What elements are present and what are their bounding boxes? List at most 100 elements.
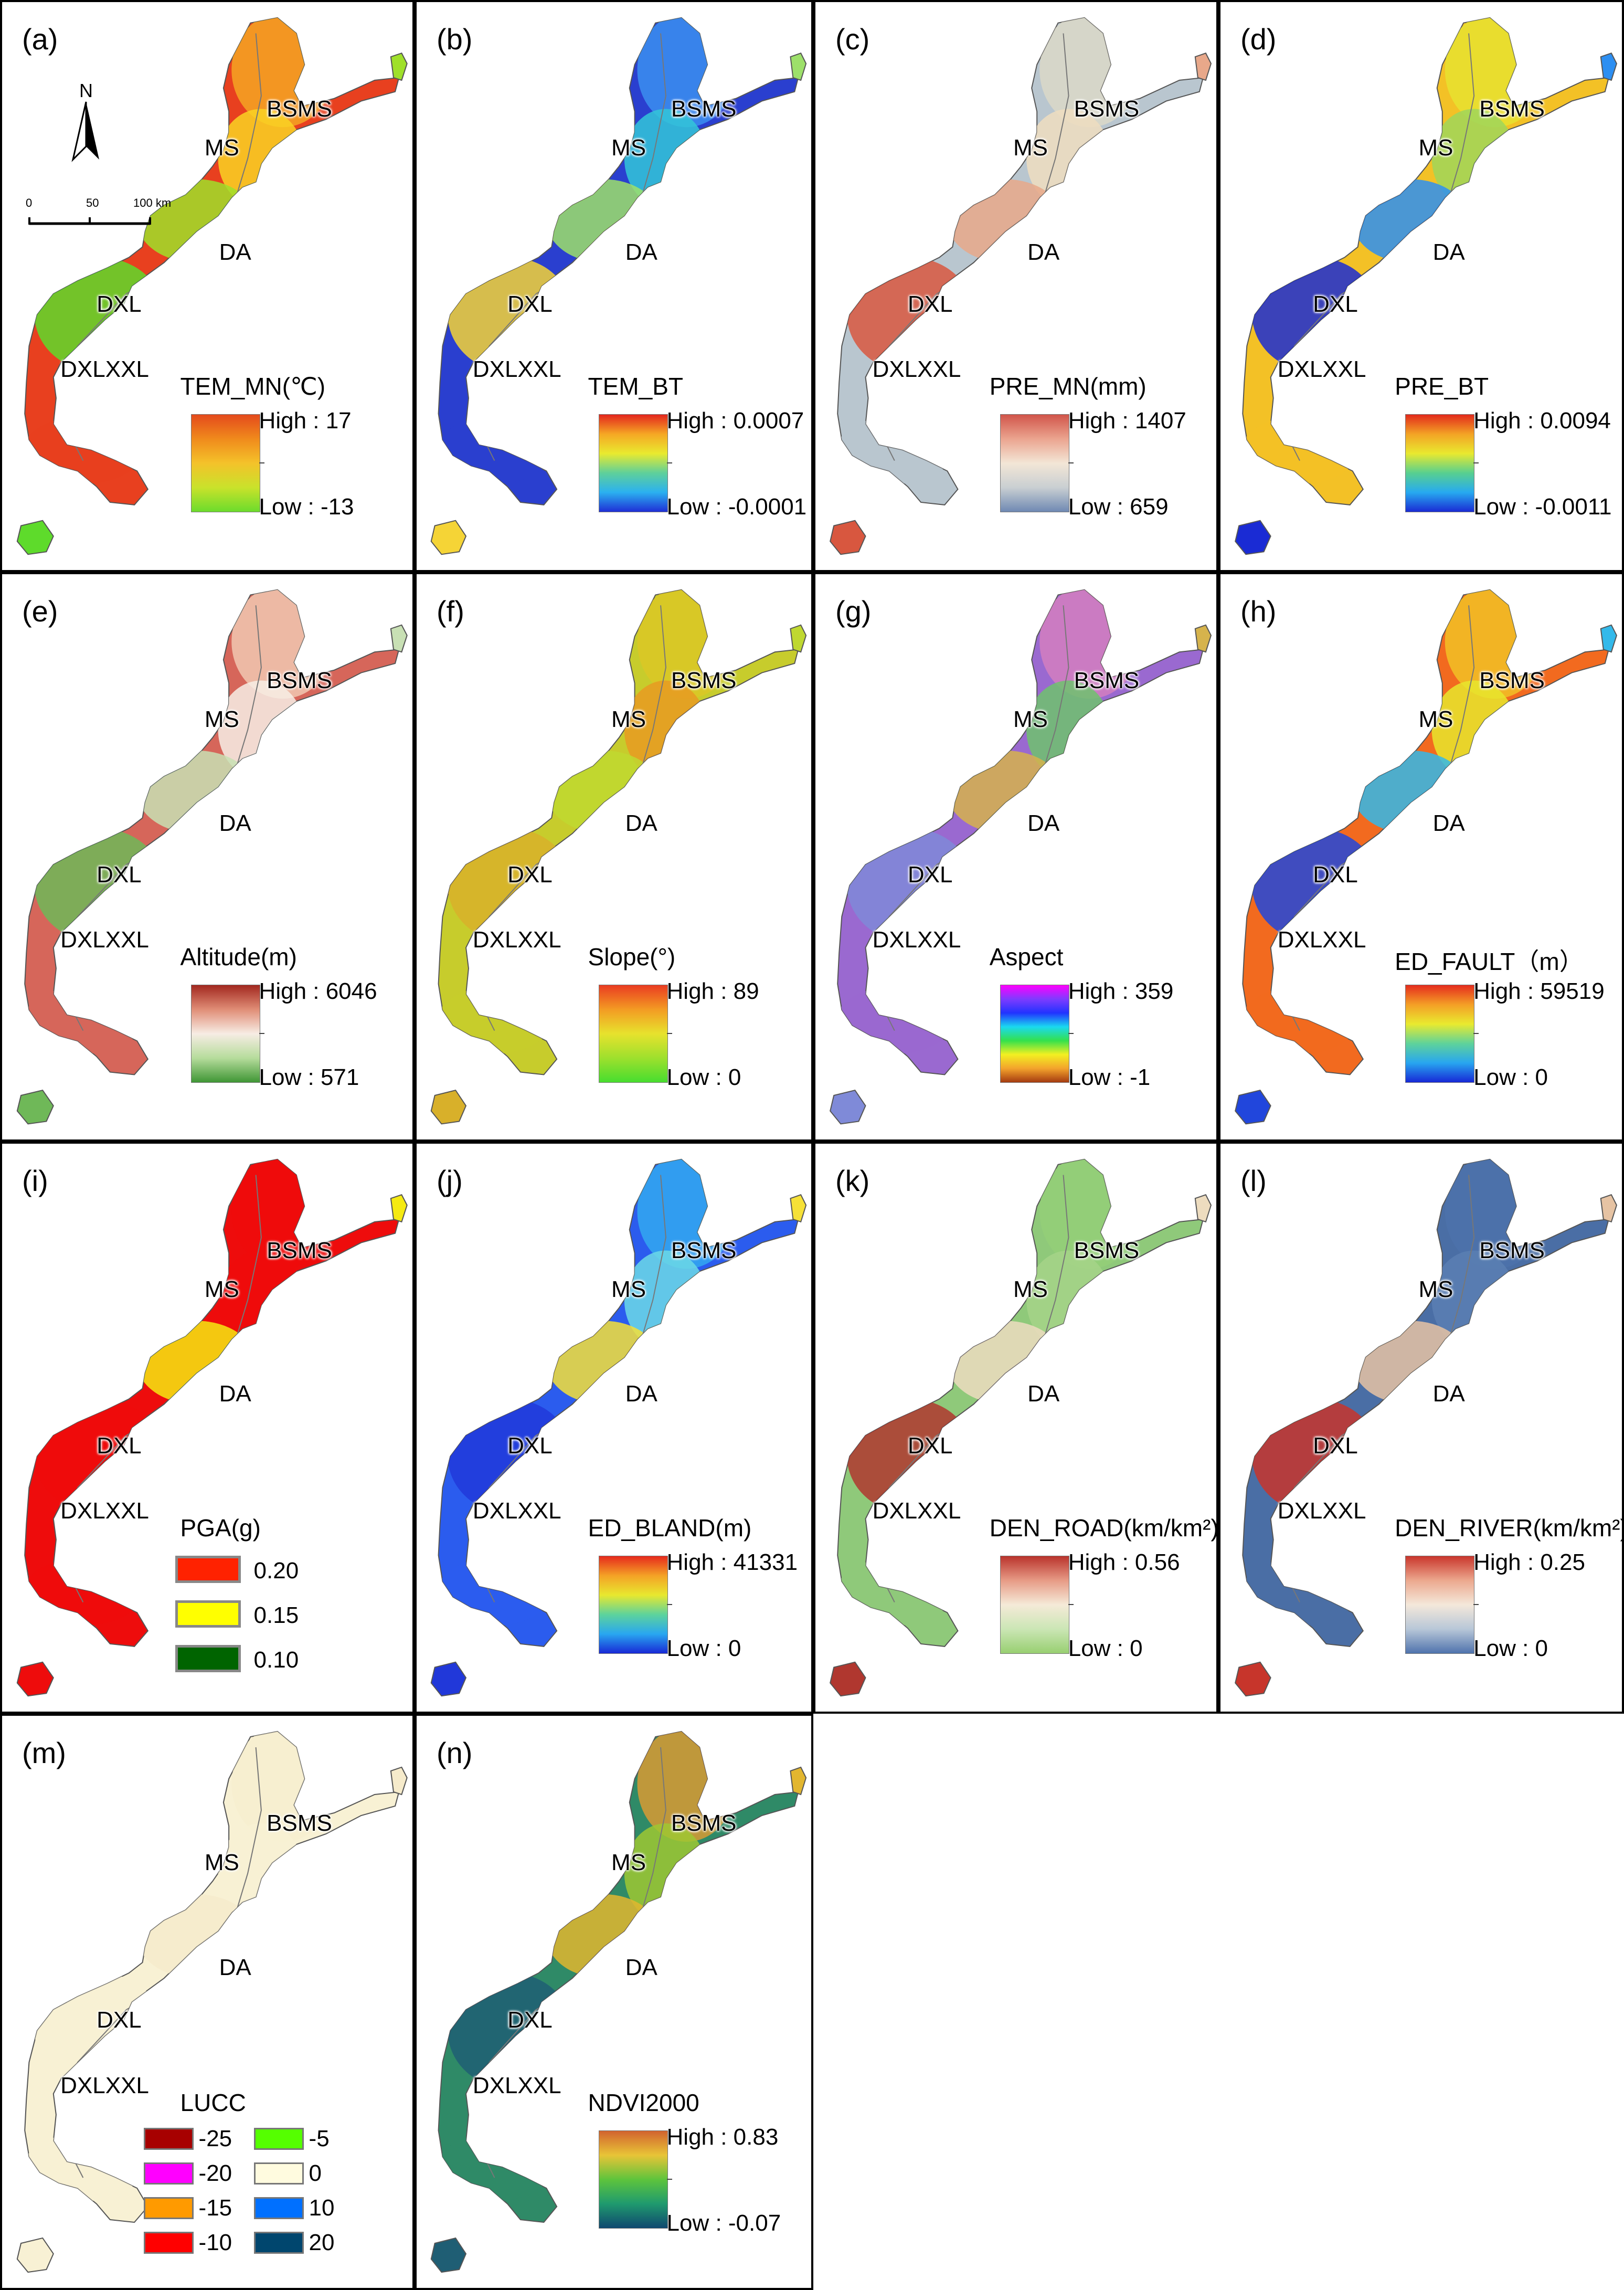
region-map-g	[830, 589, 1212, 1125]
scale-bar-tick-label: 50	[86, 196, 99, 209]
legend-class-swatch	[253, 2197, 304, 2219]
place-label-da: DA	[625, 1955, 657, 1980]
region-map-b	[430, 17, 807, 555]
legend-title: TEM_BT	[588, 372, 683, 400]
place-label-ms: MS	[204, 1850, 239, 1875]
panel-label: (k)	[835, 1164, 870, 1197]
legend-title: DEN_ROAD(km/km²)	[989, 1514, 1218, 1542]
legend-low-value: Low : -0.0001	[666, 493, 807, 520]
region-zone	[25, 1558, 143, 1626]
scale-bar-tick-label: 100 km	[133, 196, 172, 209]
legend-ramp-tick	[259, 462, 264, 463]
legend-ramp-tick	[1068, 1603, 1074, 1605]
place-label-da: DA	[1432, 810, 1465, 836]
legend-low-value: Low : -0.07	[666, 2210, 781, 2236]
legend-ramp-tick	[666, 1032, 672, 1034]
place-label-bsms: BSMS	[1479, 667, 1545, 693]
place-label-dxl: DXL	[907, 291, 953, 317]
place-label-da: DA	[219, 239, 251, 265]
region-zone	[438, 2133, 552, 2201]
legend-title: PRE_BT	[1395, 372, 1489, 400]
region-map-f	[430, 589, 807, 1125]
legend-class-swatch	[143, 2197, 194, 2219]
place-label-da: DA	[1432, 239, 1465, 265]
place-label-dxlxxl: DXLXXL	[1277, 356, 1366, 382]
place-label-bsms: BSMS	[267, 1237, 332, 1263]
legend-title: PRE_MN(mm)	[989, 372, 1147, 400]
legend-ramp-tick	[666, 2179, 672, 2180]
place-label-bsms: BSMS	[671, 96, 737, 122]
place-label-dxlxxl: DXLXXL	[472, 2073, 561, 2098]
legend-title: DEN_RIVER(km/km²)	[1395, 1514, 1624, 1542]
legend-high-value: High : 89	[666, 978, 759, 1004]
panel-label: (b)	[437, 23, 473, 56]
legend-title: Aspect	[989, 943, 1064, 970]
place-label-bsms: BSMS	[671, 667, 737, 693]
place-label-ms: MS	[204, 706, 239, 732]
region-zone	[1243, 986, 1358, 1054]
legend-color-ramp	[1405, 984, 1475, 1083]
north-arrow-icon	[68, 81, 104, 173]
place-label-ms: MS	[1418, 135, 1453, 161]
legend-low-value: Low : 0	[1068, 1635, 1143, 1661]
legend-class-swatch	[143, 2128, 194, 2150]
panel-label: (g)	[835, 595, 872, 628]
place-label-dxl: DXL	[507, 291, 553, 317]
legend-high-value: High : 359	[1068, 978, 1174, 1004]
place-label-dxlxxl: DXLXXL	[60, 2073, 149, 2098]
panel-a: (a) BSMS MS DA DXL DXLXXL TEM_MN(℃) High : 17 Lo…	[0, 0, 415, 572]
legend-low-value: Low : 571	[259, 1064, 359, 1090]
region-map-l	[1235, 1158, 1618, 1697]
place-label-ms: MS	[1418, 1276, 1453, 1303]
place-label-bsms: BSMS	[267, 96, 332, 122]
scale-bar-tick-label: 0	[26, 196, 33, 209]
place-label-bsms: BSMS	[1074, 1237, 1140, 1263]
legend-high-value: High : 41331	[666, 1549, 798, 1575]
place-label-ms: MS	[204, 1276, 239, 1303]
place-label-da: DA	[1027, 1380, 1060, 1407]
legend-class-label: -25	[198, 2126, 232, 2151]
region-map-i	[16, 1158, 408, 1697]
panel-i: (i) BSMS MS DA DXL DXLXXL PGA(g) 0.20 0.15 0.10	[0, 1142, 415, 1714]
place-label-bsms: BSMS	[267, 667, 332, 693]
region-zone	[837, 416, 953, 484]
region-zone	[25, 986, 143, 1054]
legend-ramp-tick	[666, 1603, 672, 1605]
legend-title: TEM_MN(℃)	[180, 372, 326, 400]
place-label-da: DA	[1432, 1380, 1465, 1407]
region-map-e	[16, 589, 408, 1125]
panel-b: (b) BSMS MS DA DXL DXLXXL TEM_BT High : 0.0007 L…	[415, 0, 813, 572]
place-label-dxlxxl: DXLXXL	[872, 356, 961, 382]
region-map-c	[830, 17, 1212, 555]
panel-g: (g) BSMS MS DA DXL DXLXXL Aspect High : 359 Low …	[813, 572, 1218, 1142]
place-label-dxlxxl: DXLXXL	[60, 926, 149, 953]
legend-high-value: High : 0.0007	[666, 407, 804, 434]
legend-ramp-tick	[1473, 1603, 1479, 1605]
legend-title: ED_BLAND(m)	[588, 1514, 752, 1542]
place-label-da: DA	[219, 1955, 251, 1980]
panel-label: (l)	[1240, 1164, 1267, 1197]
panel-j: (j) BSMS MS DA DXL DXLXXL ED_BLAND(m) High : 41…	[415, 1142, 813, 1714]
legend-color-ramp	[1405, 1555, 1475, 1654]
panel-d: (d) BSMS MS DA DXL DXLXXL PRE_BT High : 0.0094 L…	[1218, 0, 1624, 572]
place-label-ms: MS	[204, 135, 239, 161]
legend-color-ramp	[190, 984, 260, 1083]
place-label-bsms: BSMS	[671, 1810, 737, 1836]
region-zone	[837, 986, 953, 1054]
place-label-bsms: BSMS	[267, 1810, 332, 1836]
place-label-da: DA	[1027, 810, 1060, 836]
legend-class-swatch	[143, 2232, 194, 2254]
panel-c: (c) BSMS MS DA DXL DXLXXL PRE_MN(mm) High : 140…	[813, 0, 1218, 572]
place-label-ms: MS	[1013, 706, 1048, 732]
legend-high-value: High : 6046	[259, 978, 377, 1004]
legend-ramp-tick	[1473, 462, 1479, 463]
legend-color-ramp	[1000, 414, 1069, 512]
legend-class-label: -10	[198, 2230, 232, 2255]
region-zone	[837, 1558, 953, 1626]
region-zone	[1243, 1558, 1358, 1626]
legend-color-ramp	[598, 414, 668, 512]
legend-high-value: High : 17	[259, 407, 352, 434]
panel-label: (n)	[437, 1736, 473, 1769]
place-label-ms: MS	[1418, 706, 1453, 732]
